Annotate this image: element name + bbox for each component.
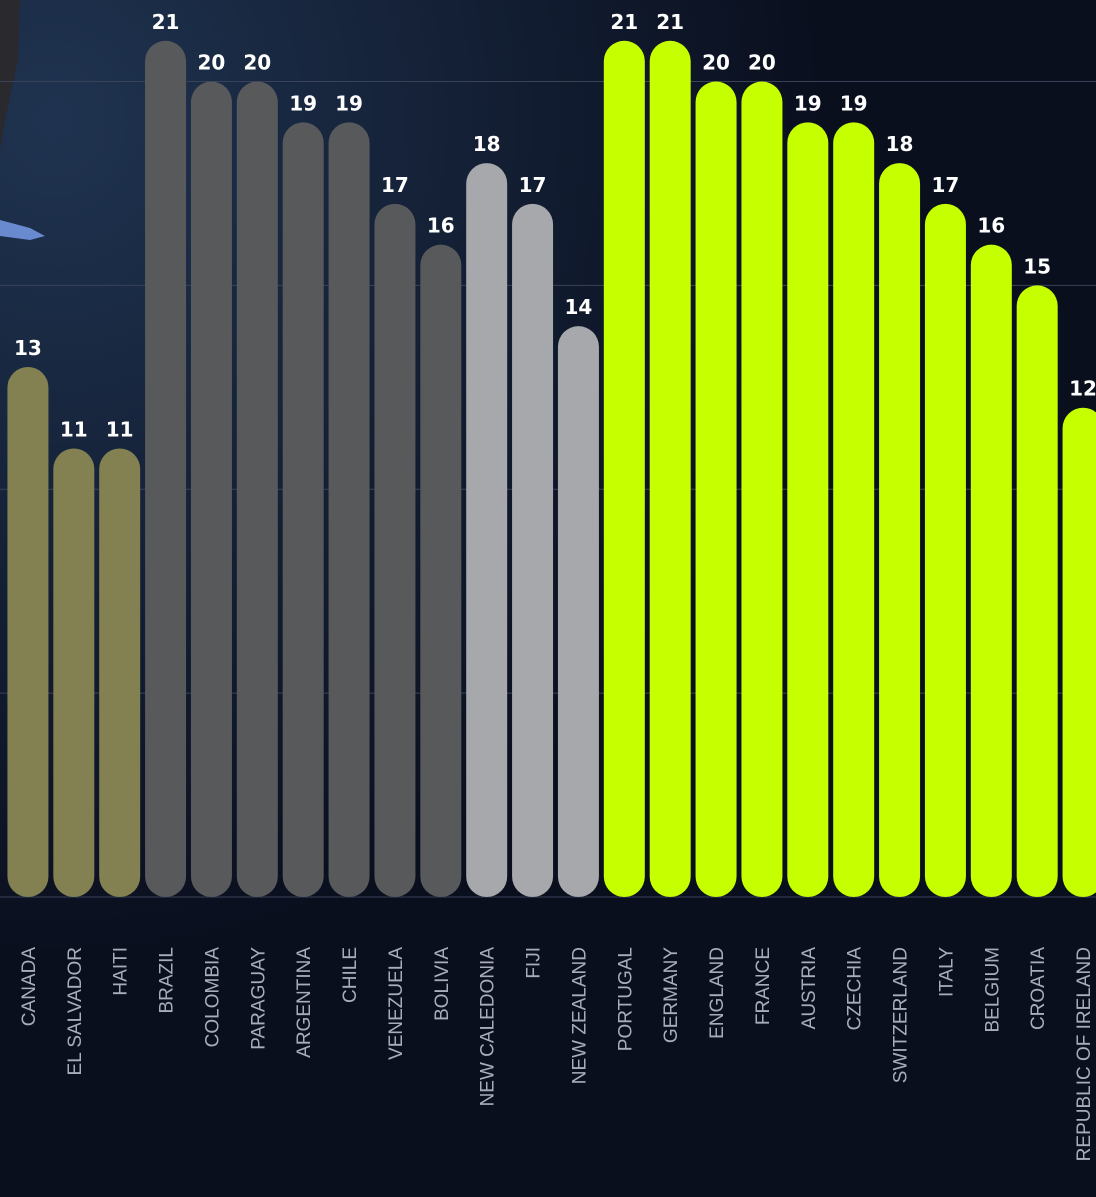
x-tick-label: ITALY [936,947,957,997]
bar [879,163,921,897]
value-label: 19 [840,91,868,115]
player-shoe [0,220,45,240]
bar [695,81,737,897]
bar [7,366,49,897]
value-label: 11 [60,418,88,442]
x-tick-label: CZECHIA [845,947,866,1031]
value-label: 17 [932,173,960,197]
value-label: 21 [656,10,684,34]
value-label: 20 [748,51,776,75]
bar [557,326,599,897]
bar [145,40,187,898]
x-tick-label: AUSTRIA [799,947,820,1030]
value-label: 14 [565,295,593,319]
x-tick-label: ARGENTINA [294,947,315,1058]
x-tick-label: ENGLAND [707,947,728,1039]
x-tick-label: BELGIUM [982,947,1003,1033]
value-label: 20 [243,51,271,75]
bar [53,448,95,897]
value-label: 12 [1069,377,1096,401]
x-tick-label: HAITI [111,947,132,996]
bar [924,203,966,897]
value-label: 16 [427,214,455,238]
x-tick-label: CROATIA [1028,947,1049,1030]
bar [833,122,875,898]
bar [649,40,691,898]
bar [328,122,370,898]
value-label: 19 [335,91,363,115]
value-label: 13 [14,336,42,360]
bar [741,81,783,897]
value-label: 16 [977,214,1005,238]
x-tick-label: BOLIVIA [432,947,453,1021]
bar [420,244,462,898]
bar [282,122,324,898]
value-label: 17 [519,173,547,197]
x-tick-label: NEW CALEDONIA [478,947,499,1107]
value-label: 11 [106,418,134,442]
value-label: 20 [702,51,730,75]
x-tick-label: SWITZERLAND [891,947,912,1083]
value-label: 18 [886,132,914,156]
value-label: 18 [473,132,501,156]
bar [512,203,554,897]
bar [190,81,232,897]
value-label: 19 [794,91,822,115]
bar [99,448,141,897]
x-tick-label: FRANCE [753,947,774,1025]
x-tick-label: COLOMBIA [202,947,223,1048]
value-label: 19 [289,91,317,115]
x-tick-label: FIJI [524,947,545,979]
x-tick-label: CHILE [340,947,361,1003]
x-tick-label: REPUBLIC OF IRELAND [1074,947,1095,1161]
value-label: 21 [610,10,638,34]
bar [970,244,1012,898]
x-tick-label: CANADA [19,947,40,1027]
bar [787,122,829,898]
value-label: 17 [381,173,409,197]
x-tick-label: NEW ZEALAND [569,947,590,1084]
value-label: 15 [1023,254,1051,278]
bar [466,163,508,897]
value-label: 21 [152,10,180,34]
value-label: 20 [198,51,226,75]
x-tick-label: PARAGUAY [248,947,269,1050]
bar [374,203,416,897]
bar [236,81,278,897]
player-image [0,0,20,150]
bar [1062,407,1096,897]
x-tick-label: VENEZUELA [386,947,407,1060]
bar [603,40,645,898]
x-tick-label: GERMANY [661,947,682,1043]
x-tick-label: PORTUGAL [615,947,636,1051]
x-tick-label: EL SALVADOR [65,947,86,1075]
bar [1016,285,1058,898]
x-tick-label: BRAZIL [157,947,178,1014]
